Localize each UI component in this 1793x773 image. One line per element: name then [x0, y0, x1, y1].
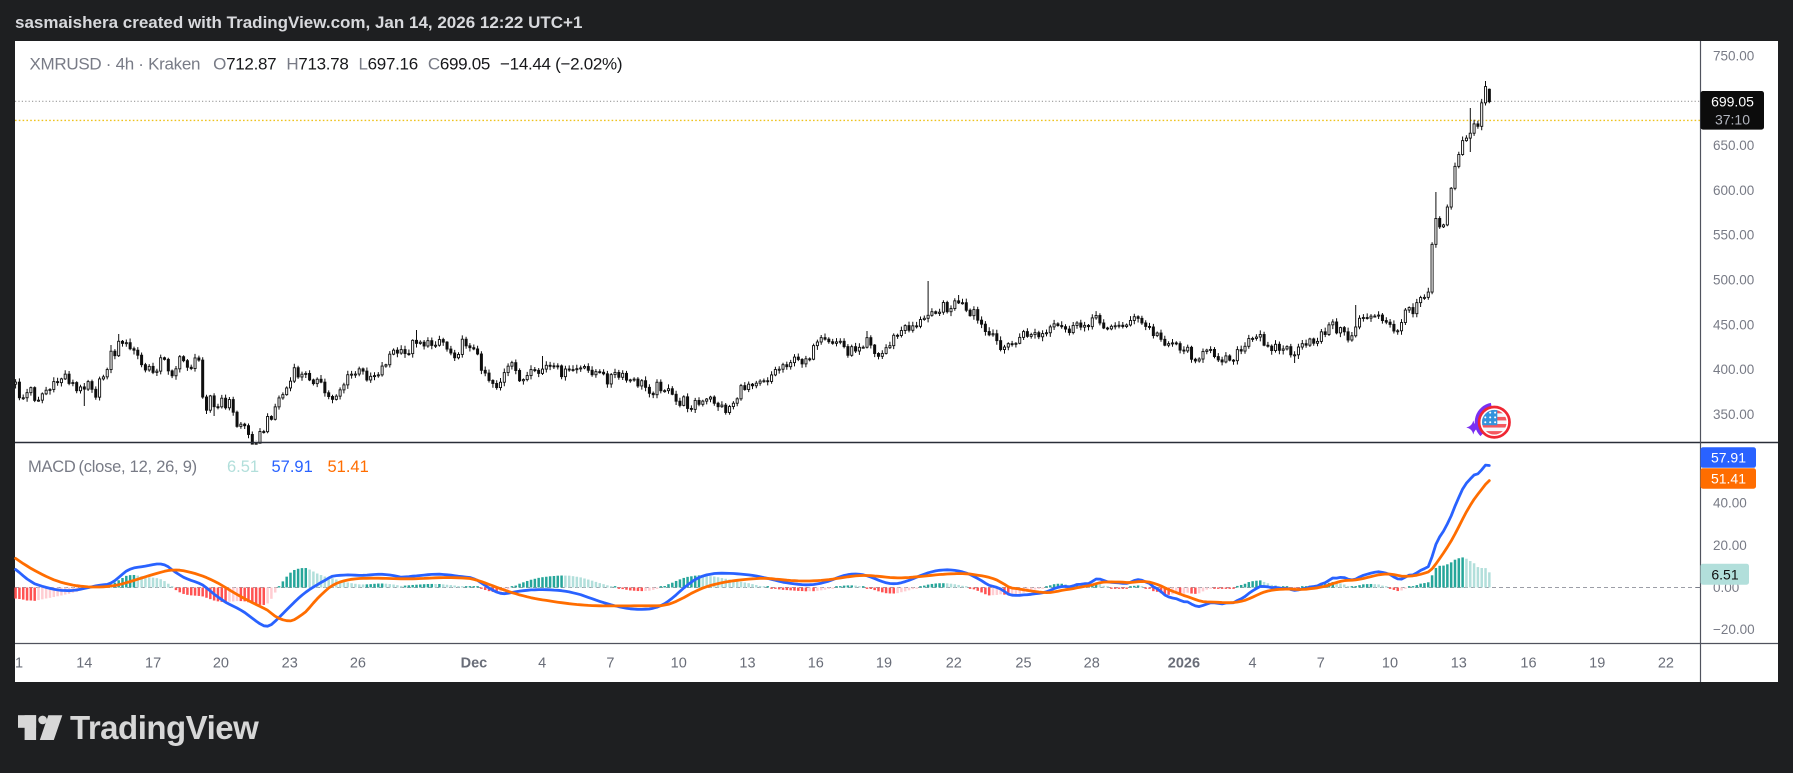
- svg-text:7: 7: [606, 656, 614, 672]
- svg-text:6.51: 6.51: [227, 458, 259, 476]
- svg-text:57.91: 57.91: [272, 458, 313, 476]
- svg-text:699.05: 699.05: [1711, 94, 1754, 110]
- svg-text:28: 28: [1084, 656, 1100, 672]
- svg-text:19: 19: [876, 656, 892, 672]
- svg-text:6.51: 6.51: [1711, 566, 1738, 582]
- svg-text:22: 22: [946, 656, 962, 672]
- svg-text:4: 4: [1249, 656, 1257, 672]
- svg-text:sasmaishera created with Tradi: sasmaishera created with TradingView.com…: [15, 13, 582, 32]
- svg-text:(close, 12, 26, 9): (close, 12, 26, 9): [79, 458, 197, 476]
- svg-text:20: 20: [213, 656, 229, 672]
- svg-text:51.41: 51.41: [1711, 471, 1746, 487]
- svg-text:19: 19: [1589, 656, 1605, 672]
- svg-text:37:10: 37:10: [1715, 112, 1750, 128]
- svg-text:40.00: 40.00: [1713, 496, 1747, 511]
- svg-text:2026: 2026: [1168, 656, 1200, 672]
- svg-text:20.00: 20.00: [1713, 538, 1747, 553]
- svg-text:−20.00: −20.00: [1713, 622, 1755, 637]
- svg-text:1: 1: [15, 656, 23, 672]
- svg-text:16: 16: [1520, 656, 1536, 672]
- svg-text:TradingView: TradingView: [70, 709, 259, 746]
- svg-text:450.00: 450.00: [1713, 317, 1754, 332]
- svg-text:4: 4: [538, 656, 546, 672]
- svg-text:550.00: 550.00: [1713, 228, 1754, 243]
- svg-text:Dec: Dec: [461, 656, 488, 672]
- svg-text:10: 10: [671, 656, 687, 672]
- svg-text:500.00: 500.00: [1713, 273, 1754, 288]
- svg-text:13: 13: [1451, 656, 1467, 672]
- svg-text:14: 14: [76, 656, 92, 672]
- svg-text:16: 16: [808, 656, 824, 672]
- svg-text:7: 7: [1317, 656, 1325, 672]
- svg-text:400.00: 400.00: [1713, 362, 1754, 377]
- svg-text:22: 22: [1658, 656, 1674, 672]
- svg-text:23: 23: [282, 656, 298, 672]
- svg-text:26: 26: [350, 656, 366, 672]
- svg-text:57.91: 57.91: [1711, 450, 1746, 466]
- svg-text:600.00: 600.00: [1713, 183, 1754, 198]
- svg-text:25: 25: [1015, 656, 1031, 672]
- svg-text:51.41: 51.41: [328, 458, 369, 476]
- svg-text:750.00: 750.00: [1713, 49, 1754, 64]
- svg-text:13: 13: [739, 656, 755, 672]
- svg-text:MACD: MACD: [28, 458, 76, 476]
- svg-text:350.00: 350.00: [1713, 407, 1754, 422]
- svg-text:17: 17: [145, 656, 161, 672]
- svg-text:10: 10: [1382, 656, 1398, 672]
- svg-text:650.00: 650.00: [1713, 138, 1754, 153]
